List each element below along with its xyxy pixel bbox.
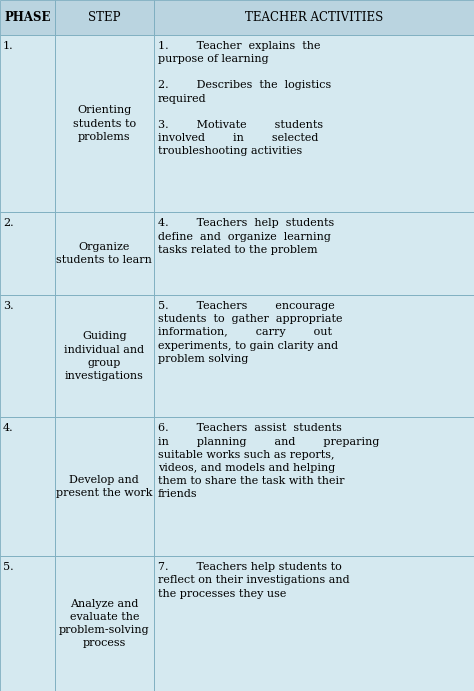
Bar [154,417,474,556]
Bar [55,35,154,212]
Bar [0,35,55,212]
Bar [55,417,154,556]
Text: Guiding
individual and
group
investigations: Guiding individual and group investigati… [64,332,145,381]
Text: 4.: 4. [3,424,14,433]
Bar [0,212,55,295]
Text: Orienting
students to
problems: Orienting students to problems [73,105,136,142]
Text: Develop and
present the work: Develop and present the work [56,475,153,498]
Text: Organize
students to learn: Organize students to learn [56,242,152,265]
Bar [154,212,474,295]
Bar [154,35,474,212]
Bar [154,556,474,691]
Text: 5.        Teachers        encourage
students  to  gather  appropriate
informatio: 5. Teachers encourage students to gather… [158,301,342,364]
Bar [55,212,154,295]
Bar [154,295,474,417]
Text: TEACHER ACTIVITIES: TEACHER ACTIVITIES [245,11,383,24]
Text: 2.: 2. [3,218,14,229]
Bar [0,417,55,556]
Bar [0,0,55,35]
Bar [0,556,55,691]
Text: 7.        Teachers help students to
reflect on their investigations and
the proc: 7. Teachers help students to reflect on … [158,562,349,598]
Bar [55,0,154,35]
Bar [55,295,154,417]
Bar [0,295,55,417]
Text: Analyze and
evaluate the
problem-solving
process: Analyze and evaluate the problem-solving… [59,599,150,648]
Bar [154,0,474,35]
Text: 5.: 5. [3,562,14,572]
Text: 1.        Teacher  explains  the
purpose of learning

2.        Describes  the  : 1. Teacher explains the purpose of learn… [158,41,331,156]
Text: 3.: 3. [3,301,14,311]
Text: 1.: 1. [3,41,14,50]
Text: STEP: STEP [88,11,120,24]
Bar [55,556,154,691]
Text: 4.        Teachers  help  students
define  and  organize  learning
tasks related: 4. Teachers help students define and org… [158,218,334,255]
Text: 6.        Teachers  assist  students
in        planning        and        prepar: 6. Teachers assist students in planning … [158,424,379,500]
Text: PHASE: PHASE [4,11,51,24]
